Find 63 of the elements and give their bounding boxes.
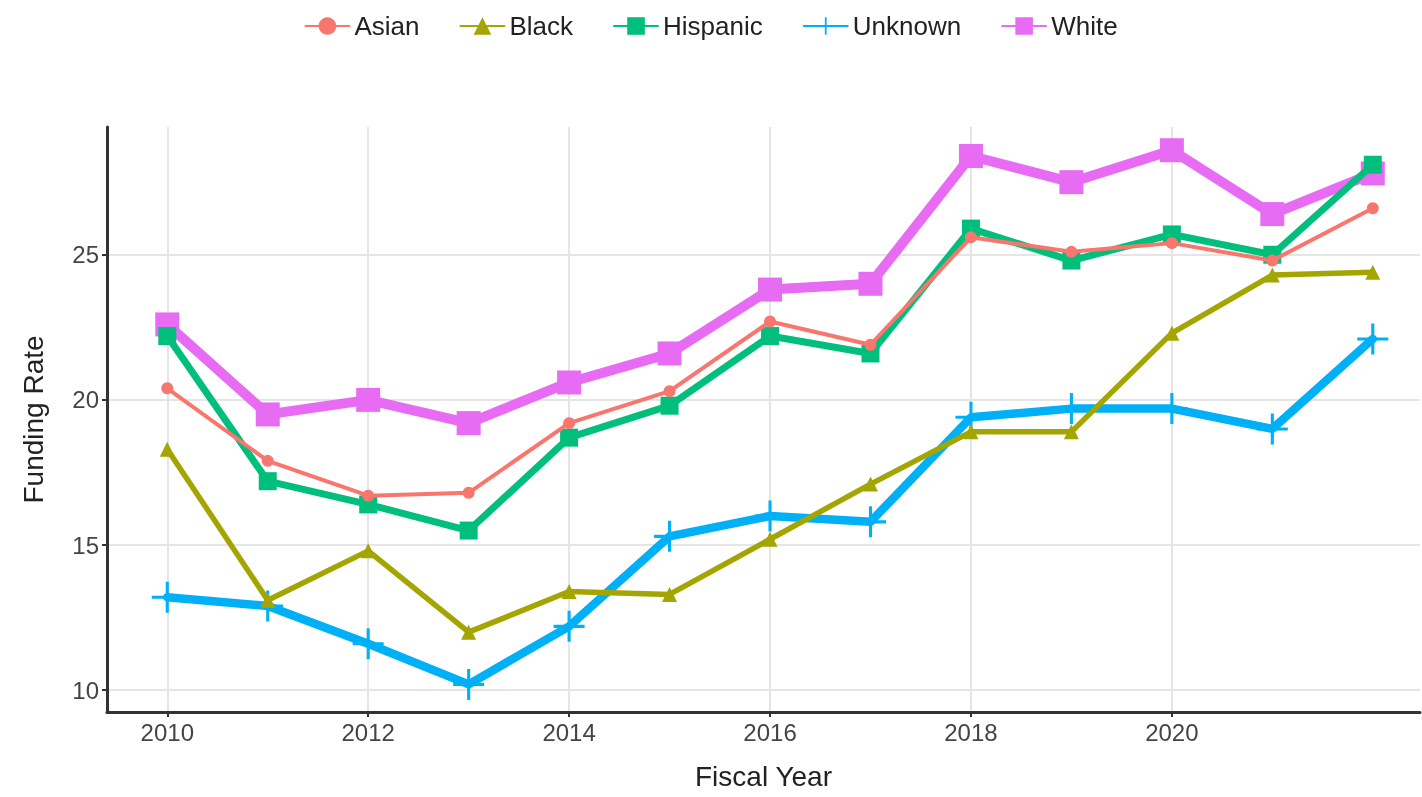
- point: [1264, 267, 1280, 283]
- point: [1165, 237, 1178, 250]
- x-tick-label: 2020: [1145, 718, 1199, 746]
- point: [654, 520, 686, 552]
- point: [158, 327, 177, 346]
- point: [660, 396, 679, 415]
- point: [258, 472, 277, 491]
- point: [561, 584, 577, 600]
- point: [864, 338, 877, 351]
- point: [958, 144, 983, 169]
- point: [557, 370, 582, 395]
- point: [657, 341, 682, 366]
- point: [662, 586, 678, 602]
- point: [858, 271, 883, 296]
- point: [1059, 170, 1084, 195]
- point: [1260, 202, 1285, 227]
- point: [762, 531, 778, 547]
- point: [761, 327, 780, 346]
- point: [352, 628, 384, 660]
- x-tick-label: 2014: [542, 718, 596, 746]
- y-tick-label: 25: [72, 241, 99, 269]
- x-tick-label: 2018: [944, 718, 998, 746]
- point: [553, 610, 585, 642]
- legend-label: Unknown: [852, 11, 962, 41]
- point: [161, 382, 174, 395]
- point: [453, 668, 485, 700]
- point: [1366, 202, 1379, 215]
- point: [1365, 264, 1381, 280]
- point: [356, 387, 381, 412]
- y-axis-title: Funding Rate: [17, 335, 49, 504]
- x-tick-label: 2010: [140, 718, 194, 746]
- point: [1063, 424, 1079, 440]
- point: [560, 428, 579, 447]
- legend-label: White: [1051, 11, 1118, 41]
- point: [663, 385, 676, 398]
- x-tick-label: 2016: [743, 718, 797, 746]
- point: [764, 315, 777, 328]
- point: [1065, 245, 1078, 258]
- point: [963, 424, 979, 440]
- point: [862, 476, 878, 492]
- legend-label: Asian: [354, 11, 420, 41]
- y-tick-label: 20: [72, 386, 99, 414]
- legend-label: Black: [509, 11, 575, 41]
- point: [964, 231, 977, 244]
- point: [1159, 138, 1184, 163]
- point: [459, 521, 478, 540]
- y-tick-label: 10: [72, 676, 99, 704]
- point: [1357, 323, 1389, 355]
- point: [360, 543, 376, 559]
- point: [255, 402, 280, 427]
- point: [758, 277, 783, 302]
- point: [462, 486, 475, 499]
- point: [362, 489, 375, 502]
- point: [261, 454, 274, 467]
- point: [1256, 413, 1288, 445]
- point: [563, 417, 576, 430]
- x-tick-label: 2012: [341, 718, 395, 746]
- point: [461, 624, 477, 640]
- legend-label: Hispanic: [663, 11, 763, 41]
- point: [159, 441, 175, 457]
- y-tick-label: 15: [72, 531, 99, 559]
- x-axis-title: Fiscal Year: [695, 760, 832, 792]
- point: [456, 411, 481, 436]
